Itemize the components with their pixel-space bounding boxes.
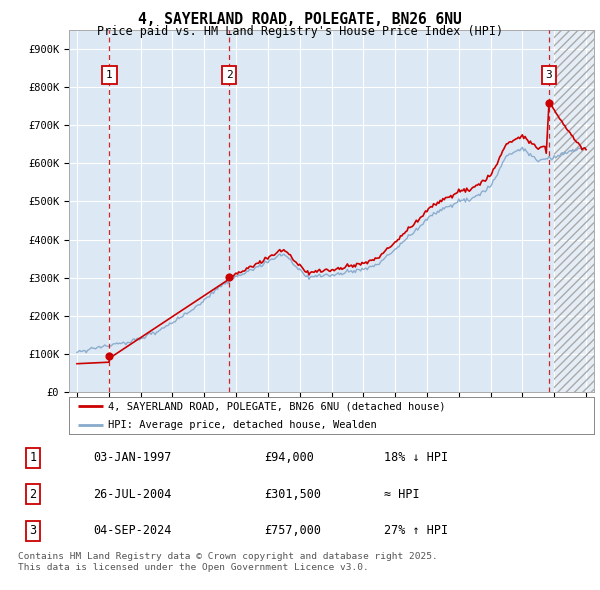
Text: HPI: Average price, detached house, Wealden: HPI: Average price, detached house, Weal… (109, 419, 377, 430)
Text: Contains HM Land Registry data © Crown copyright and database right 2025.
This d: Contains HM Land Registry data © Crown c… (18, 552, 438, 572)
Text: 4, SAYERLAND ROAD, POLEGATE, BN26 6NU: 4, SAYERLAND ROAD, POLEGATE, BN26 6NU (138, 12, 462, 27)
Bar (554, 30, 594, 392)
Bar (109, 30, 229, 392)
Text: 1: 1 (29, 451, 37, 464)
Text: 1: 1 (106, 70, 113, 80)
Point (224, 273, 234, 282)
Text: ≈ HPI: ≈ HPI (384, 488, 419, 501)
Text: 03-JAN-1997: 03-JAN-1997 (93, 451, 172, 464)
Point (104, 352, 114, 361)
Text: 3: 3 (545, 70, 553, 80)
Text: £757,000: £757,000 (264, 525, 321, 537)
Text: £94,000: £94,000 (264, 451, 314, 464)
Text: 2: 2 (226, 70, 233, 80)
Text: 27% ↑ HPI: 27% ↑ HPI (384, 525, 448, 537)
Text: 26-JUL-2004: 26-JUL-2004 (93, 488, 172, 501)
Text: £301,500: £301,500 (264, 488, 321, 501)
Text: Price paid vs. HM Land Registry's House Price Index (HPI): Price paid vs. HM Land Registry's House … (97, 25, 503, 38)
Text: 18% ↓ HPI: 18% ↓ HPI (384, 451, 448, 464)
Text: 2: 2 (29, 488, 37, 501)
Bar (554, 30, 594, 392)
Bar (554, 30, 594, 392)
Text: 4, SAYERLAND ROAD, POLEGATE, BN26 6NU (detached house): 4, SAYERLAND ROAD, POLEGATE, BN26 6NU (d… (109, 401, 446, 411)
Point (544, 99, 554, 108)
Text: 04-SEP-2024: 04-SEP-2024 (93, 525, 172, 537)
Text: 3: 3 (29, 525, 37, 537)
